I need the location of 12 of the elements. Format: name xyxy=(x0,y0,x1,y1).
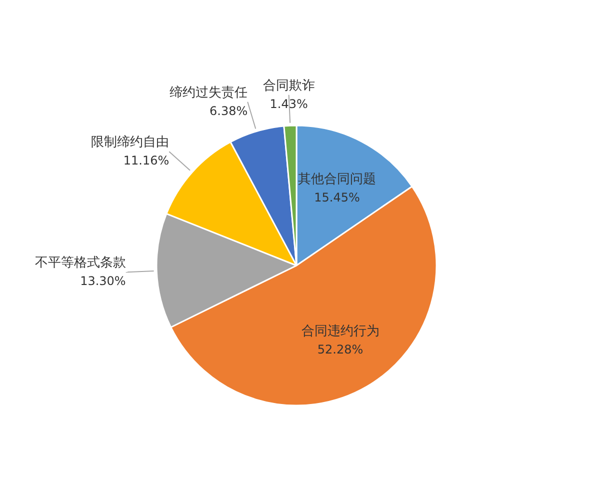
slice-label: 合同欺诈 xyxy=(262,78,315,94)
data-label: 13.30% xyxy=(80,274,126,288)
slice-label: 其他合同问题 xyxy=(298,172,376,188)
data-label: 52.28% xyxy=(317,342,364,356)
slice-label: 合同违约行为 xyxy=(301,324,380,339)
data-label: 15.45% xyxy=(314,190,360,205)
data-label: 11.16% xyxy=(123,154,170,168)
slice-label: 不平等格式条款 xyxy=(34,256,126,271)
slice-label: 限制缔约自由 xyxy=(91,135,170,150)
data-label: 6.38% xyxy=(209,104,248,118)
data-label: 1.43% xyxy=(270,96,308,111)
slice-label: 缔约过失责任 xyxy=(170,85,248,100)
